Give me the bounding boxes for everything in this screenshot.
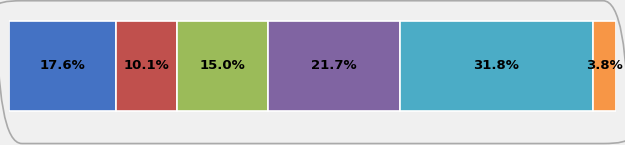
Text: 15.0%: 15.0% [200, 59, 246, 72]
Bar [592, 21, 616, 111]
Bar [400, 21, 592, 111]
Text: 21.7%: 21.7% [311, 59, 357, 72]
Bar [116, 21, 178, 111]
Bar [9, 21, 116, 111]
Text: 31.8%: 31.8% [473, 59, 519, 72]
Text: 10.1%: 10.1% [124, 59, 169, 72]
Bar [177, 21, 268, 111]
Text: 3.8%: 3.8% [586, 59, 622, 72]
Text: 17.6%: 17.6% [40, 59, 86, 72]
Bar [268, 21, 400, 111]
